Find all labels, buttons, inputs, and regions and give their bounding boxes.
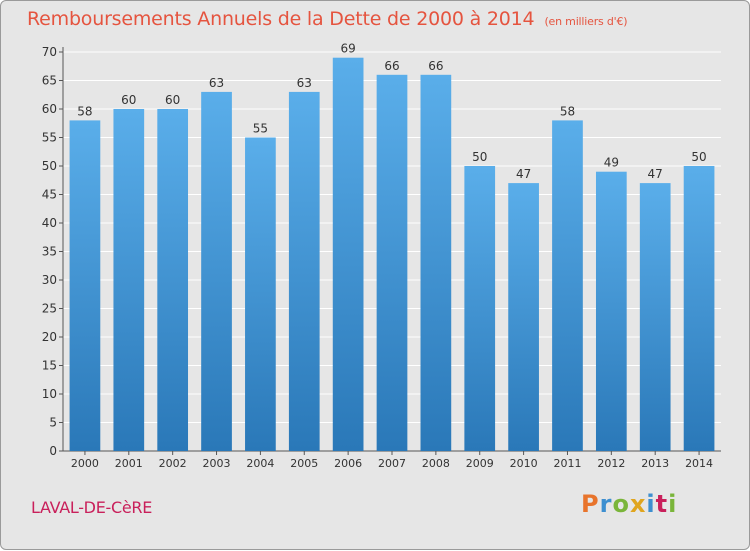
x-tick-label: 2014 <box>685 457 713 470</box>
y-tick-label: 50 <box>42 159 57 173</box>
x-tick-label: 2013 <box>641 457 669 470</box>
y-tick-label: 55 <box>42 131 57 145</box>
bar-value-label: 60 <box>121 93 136 107</box>
bar-value-label: 47 <box>516 167 531 181</box>
commune-name: LAVAL-DE-CèRE <box>31 498 153 517</box>
y-tick-label: 10 <box>42 387 57 401</box>
bar <box>288 91 320 452</box>
logo-letter: o <box>612 490 630 518</box>
x-tick-label: 2010 <box>510 457 538 470</box>
x-tick-label: 2004 <box>246 457 274 470</box>
bar-value-label: 60 <box>165 93 180 107</box>
x-tick-label: 2012 <box>597 457 625 470</box>
x-tick-label: 2006 <box>334 457 362 470</box>
bar-value-label: 66 <box>384 59 399 73</box>
bar-value-label: 63 <box>209 76 224 90</box>
y-tick-label: 70 <box>42 45 57 59</box>
bar-value-label: 58 <box>560 104 575 118</box>
logo-letter: i <box>646 490 656 518</box>
x-tick-label: 2001 <box>115 457 143 470</box>
bar <box>464 166 496 451</box>
x-tick-label: 2002 <box>159 457 187 470</box>
y-tick-label: 20 <box>42 330 57 344</box>
x-tick-label: 2009 <box>466 457 494 470</box>
x-tick-label: 2008 <box>422 457 450 470</box>
y-tick-label: 45 <box>42 188 57 202</box>
bar-value-label: 49 <box>604 156 619 170</box>
chart-title-text: Remboursements Annuels de la Dette de 20… <box>27 8 535 30</box>
logo-letter: P <box>581 490 600 518</box>
bar <box>376 74 408 452</box>
chart-unit-label: (en milliers d'€) <box>544 15 628 28</box>
y-tick-label: 60 <box>42 102 57 116</box>
bar <box>113 109 145 451</box>
y-tick-label: 65 <box>42 74 57 88</box>
y-tick-label: 15 <box>42 359 57 373</box>
bar <box>683 166 715 451</box>
logo-letter: x <box>629 490 647 518</box>
y-tick-label: 30 <box>42 273 57 287</box>
bar <box>639 183 671 451</box>
proxiti-logo: Proxiti <box>581 490 677 518</box>
bar <box>201 91 232 452</box>
bar-value-label: 58 <box>77 104 92 118</box>
bar <box>420 74 452 452</box>
x-tick-label: 2000 <box>71 457 99 470</box>
x-tick-label: 2011 <box>553 457 581 470</box>
bar <box>69 120 101 452</box>
logo-letter: t <box>655 490 669 518</box>
bar-value-label: 50 <box>472 150 487 164</box>
bar-value-label: 50 <box>691 150 706 164</box>
y-tick-label: 35 <box>42 245 57 259</box>
y-tick-label: 40 <box>42 216 57 230</box>
x-tick-label: 2003 <box>203 457 231 470</box>
y-tick-label: 5 <box>49 416 57 430</box>
bar-value-label: 66 <box>428 59 443 73</box>
bar <box>245 137 276 451</box>
chart-title: Remboursements Annuels de la Dette de 20… <box>27 8 628 30</box>
logo-letter: r <box>599 490 613 518</box>
y-tick-label: 25 <box>42 302 57 316</box>
bar <box>552 120 583 452</box>
bar-value-label: 63 <box>297 76 312 90</box>
logo-letter: i <box>668 490 678 518</box>
bar-value-label: 47 <box>648 167 663 181</box>
bar <box>157 109 189 451</box>
x-tick-label: 2007 <box>378 457 406 470</box>
bar <box>508 183 539 451</box>
x-tick-label: 2005 <box>290 457 318 470</box>
bar-value-label: 69 <box>340 42 355 56</box>
bar-value-label: 55 <box>253 122 268 136</box>
bar <box>595 171 627 451</box>
y-tick-label: 0 <box>49 444 57 458</box>
bar <box>332 57 364 451</box>
